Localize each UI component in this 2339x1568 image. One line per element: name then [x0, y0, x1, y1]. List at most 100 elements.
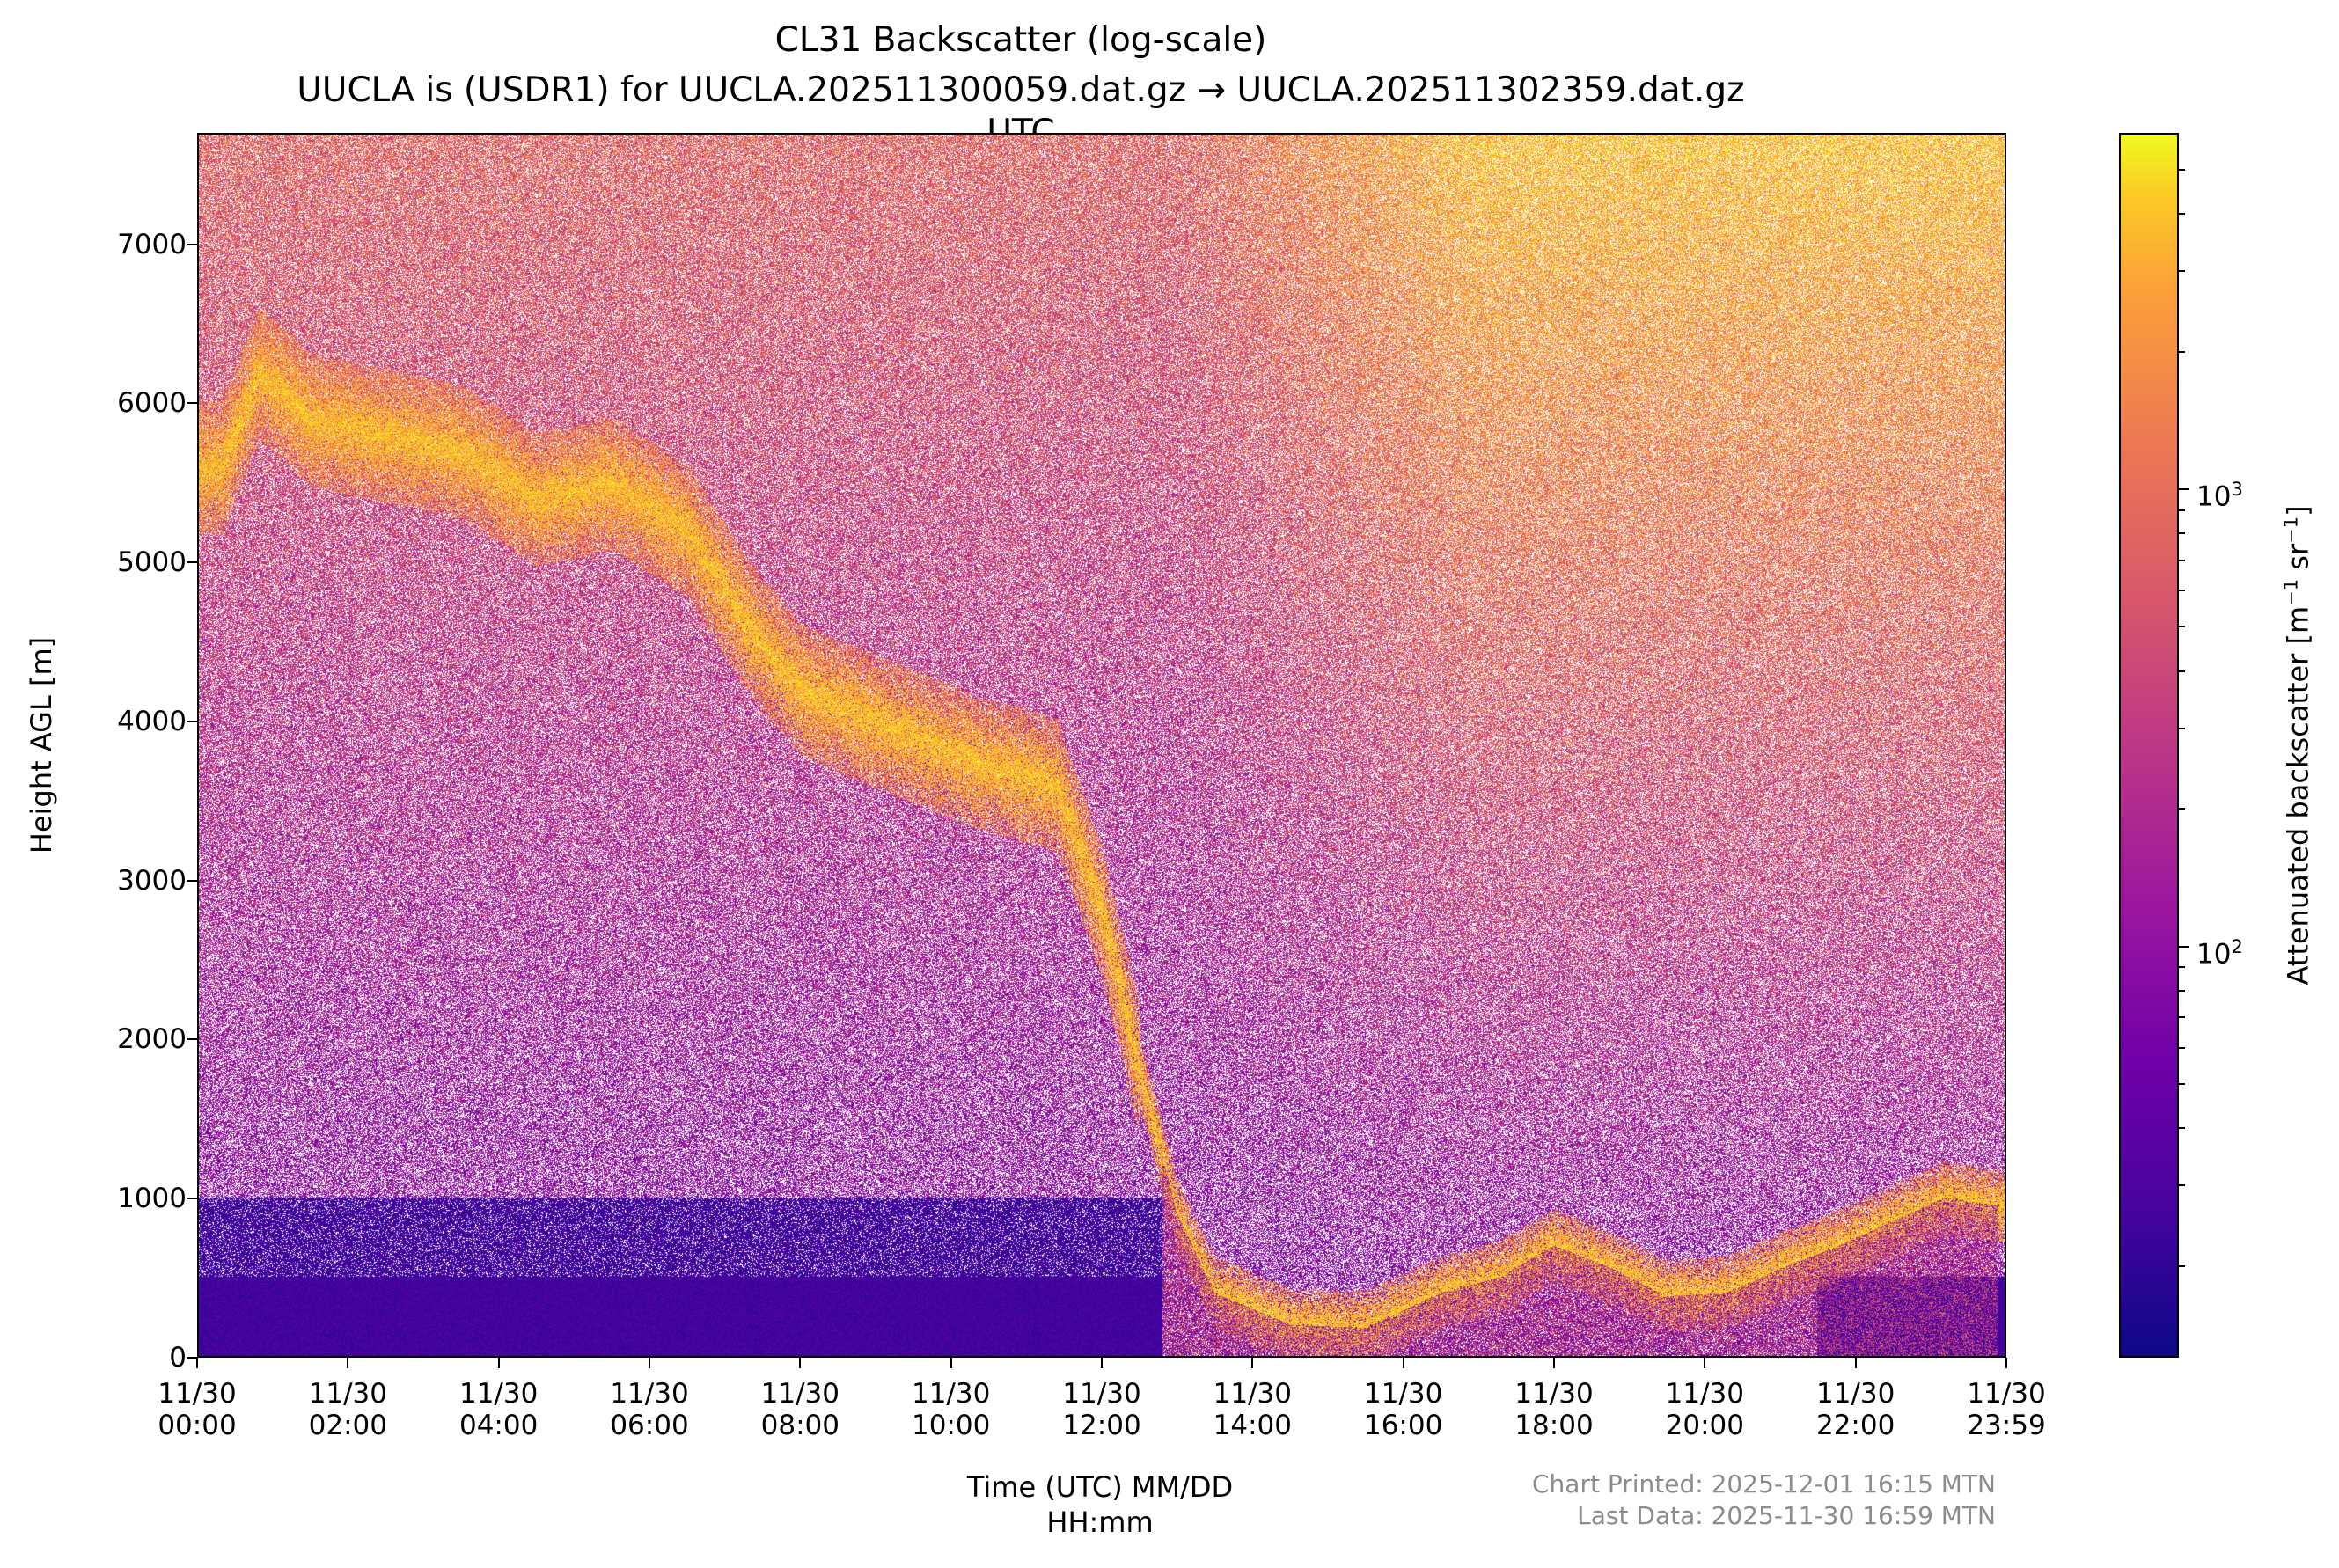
x-tick-date: 11/30: [458, 1378, 539, 1410]
y-tick-label: 5000: [117, 546, 187, 579]
last-data-note: Last Data: 2025-11-30 16:59 MTN: [1577, 1501, 1996, 1530]
x-tick-time: 22:00: [1815, 1410, 1895, 1441]
x-tick-time: 00:00: [158, 1410, 237, 1441]
y-axis-label: Height AGL [m]: [25, 636, 58, 854]
colorbar-minor-tick: [2179, 532, 2185, 535]
colorbar-minor-tick: [2179, 559, 2185, 561]
x-tick-date: 11/30: [911, 1378, 991, 1410]
colorbar-minor-tick: [2179, 169, 2185, 172]
colorbar-minor-tick: [2179, 350, 2185, 353]
y-tick-mark: [187, 1198, 197, 1200]
x-tick-date: 11/30: [1967, 1378, 2046, 1410]
y-tick-mark: [187, 561, 197, 564]
colorbar-minor-tick: [2179, 1015, 2185, 1018]
y-tick-label: 3000: [117, 864, 187, 897]
x-tick-mark: [1251, 1358, 1254, 1368]
plot-area: [197, 133, 2006, 1358]
x-axis-label-line1: Time (UTC) MM/DD: [966, 1470, 1234, 1504]
x-tick-time: 20:00: [1665, 1410, 1744, 1441]
x-tick-date: 11/30: [760, 1378, 840, 1410]
x-tick-time: 12:00: [1062, 1410, 1141, 1441]
x-tick-label: 11/30 12:00: [1031, 1378, 1172, 1441]
colorbar-label: Attenuated backscatter [m−1 sr−1]: [2280, 505, 2315, 985]
x-tick-label: 11/30 22:00: [1785, 1378, 1926, 1441]
x-tick-mark: [1553, 1358, 1555, 1368]
chart-printed-note: Chart Printed: 2025-12-01 16:15 MTN: [1531, 1469, 1996, 1498]
colorbar-major-tick: [2179, 488, 2189, 491]
x-axis-label: Time (UTC) MM/DD HH:mm: [967, 1469, 1233, 1540]
y-tick-mark: [187, 243, 197, 245]
x-tick-mark: [1402, 1358, 1404, 1368]
colorbar-minor-tick: [2179, 509, 2185, 511]
colorbar: [2119, 133, 2179, 1358]
x-tick-label: 11/30 14:00: [1182, 1378, 1323, 1441]
x-tick-time: 14:00: [1213, 1410, 1292, 1441]
x-tick-label: 11/30 04:00: [429, 1378, 569, 1441]
x-tick-time: 06:00: [610, 1410, 689, 1441]
x-tick-mark: [497, 1358, 500, 1368]
y-tick-label: 7000: [117, 228, 187, 260]
chart-subtitle: UUCLA is (USDR1) for UUCLA.202511300059.…: [297, 70, 1745, 152]
chart-title: CL31 Backscatter (log-scale): [774, 20, 1267, 60]
x-tick-label: 11/30 02:00: [277, 1378, 418, 1441]
colorbar-minor-tick: [2179, 1184, 2185, 1187]
colorbar-minor-tick: [2179, 213, 2185, 216]
x-tick-date: 11/30: [308, 1378, 387, 1410]
x-tick-mark: [1101, 1358, 1103, 1368]
x-tick-date: 11/30: [610, 1378, 689, 1410]
y-tick-label: 4000: [117, 705, 187, 737]
x-tick-mark: [196, 1358, 198, 1368]
x-tick-time: 18:00: [1514, 1410, 1594, 1441]
colorbar-minor-tick: [2179, 670, 2185, 672]
x-tick-mark: [1704, 1358, 1706, 1368]
colorbar-tick-label: 102: [2196, 935, 2243, 970]
x-tick-label: 11/30 06:00: [579, 1378, 720, 1441]
x-axis-label-line2: HH:mm: [1046, 1506, 1154, 1539]
x-tick-date: 11/30: [1514, 1378, 1594, 1410]
colorbar-minor-tick: [2179, 1046, 2185, 1049]
y-tick-label: 6000: [117, 387, 187, 420]
x-tick-time: 23:59: [1967, 1410, 2046, 1441]
x-tick-date: 11/30: [1363, 1378, 1443, 1410]
x-tick-label: 11/30 16:00: [1333, 1378, 1474, 1441]
x-tick-time: 08:00: [760, 1410, 840, 1441]
colorbar-tick-label: 103: [2196, 479, 2243, 513]
colorbar-minor-tick: [2179, 1127, 2185, 1130]
colorbar-minor-tick: [2179, 1264, 2185, 1267]
colorbar-minor-tick: [2179, 590, 2185, 592]
x-tick-mark: [2005, 1358, 2007, 1368]
colorbar-minor-tick: [2179, 1082, 2185, 1085]
x-tick-time: 10:00: [911, 1410, 991, 1441]
x-tick-label: 11/30 18:00: [1484, 1378, 1624, 1441]
colorbar-minor-tick: [2179, 966, 2185, 969]
y-tick-mark: [187, 402, 197, 405]
colorbar-minor-tick: [2179, 270, 2185, 273]
x-tick-date: 11/30: [1815, 1378, 1895, 1410]
y-tick-mark: [187, 1038, 197, 1041]
y-tick-label: 2000: [117, 1023, 187, 1056]
colorbar-minor-tick: [2179, 808, 2185, 810]
colorbar-minor-tick: [2179, 727, 2185, 729]
x-tick-mark: [950, 1358, 952, 1368]
y-tick-label: 0: [169, 1342, 187, 1374]
x-tick-mark: [799, 1358, 802, 1368]
x-tick-label: 11/30 00:00: [127, 1378, 268, 1441]
x-tick-time: 16:00: [1363, 1410, 1443, 1441]
x-tick-date: 11/30: [1062, 1378, 1141, 1410]
x-tick-time: 02:00: [308, 1410, 387, 1441]
colorbar-major-tick: [2179, 945, 2189, 948]
y-tick-mark: [187, 720, 197, 722]
x-tick-time: 04:00: [458, 1410, 539, 1441]
x-tick-date: 11/30: [1213, 1378, 1292, 1410]
colorbar-minor-tick: [2179, 989, 2185, 992]
x-tick-label: 11/30 10:00: [881, 1378, 1022, 1441]
y-tick-mark: [187, 1357, 197, 1359]
x-tick-mark: [649, 1358, 650, 1368]
colorbar-minor-tick: [2179, 626, 2185, 628]
x-tick-label: 11/30 23:59: [1936, 1378, 2077, 1441]
x-tick-mark: [1854, 1358, 1857, 1368]
backscatter-heatmap: [199, 135, 2005, 1356]
x-tick-date: 11/30: [1665, 1378, 1744, 1410]
x-tick-mark: [347, 1358, 349, 1368]
x-tick-label: 11/30 20:00: [1634, 1378, 1775, 1441]
